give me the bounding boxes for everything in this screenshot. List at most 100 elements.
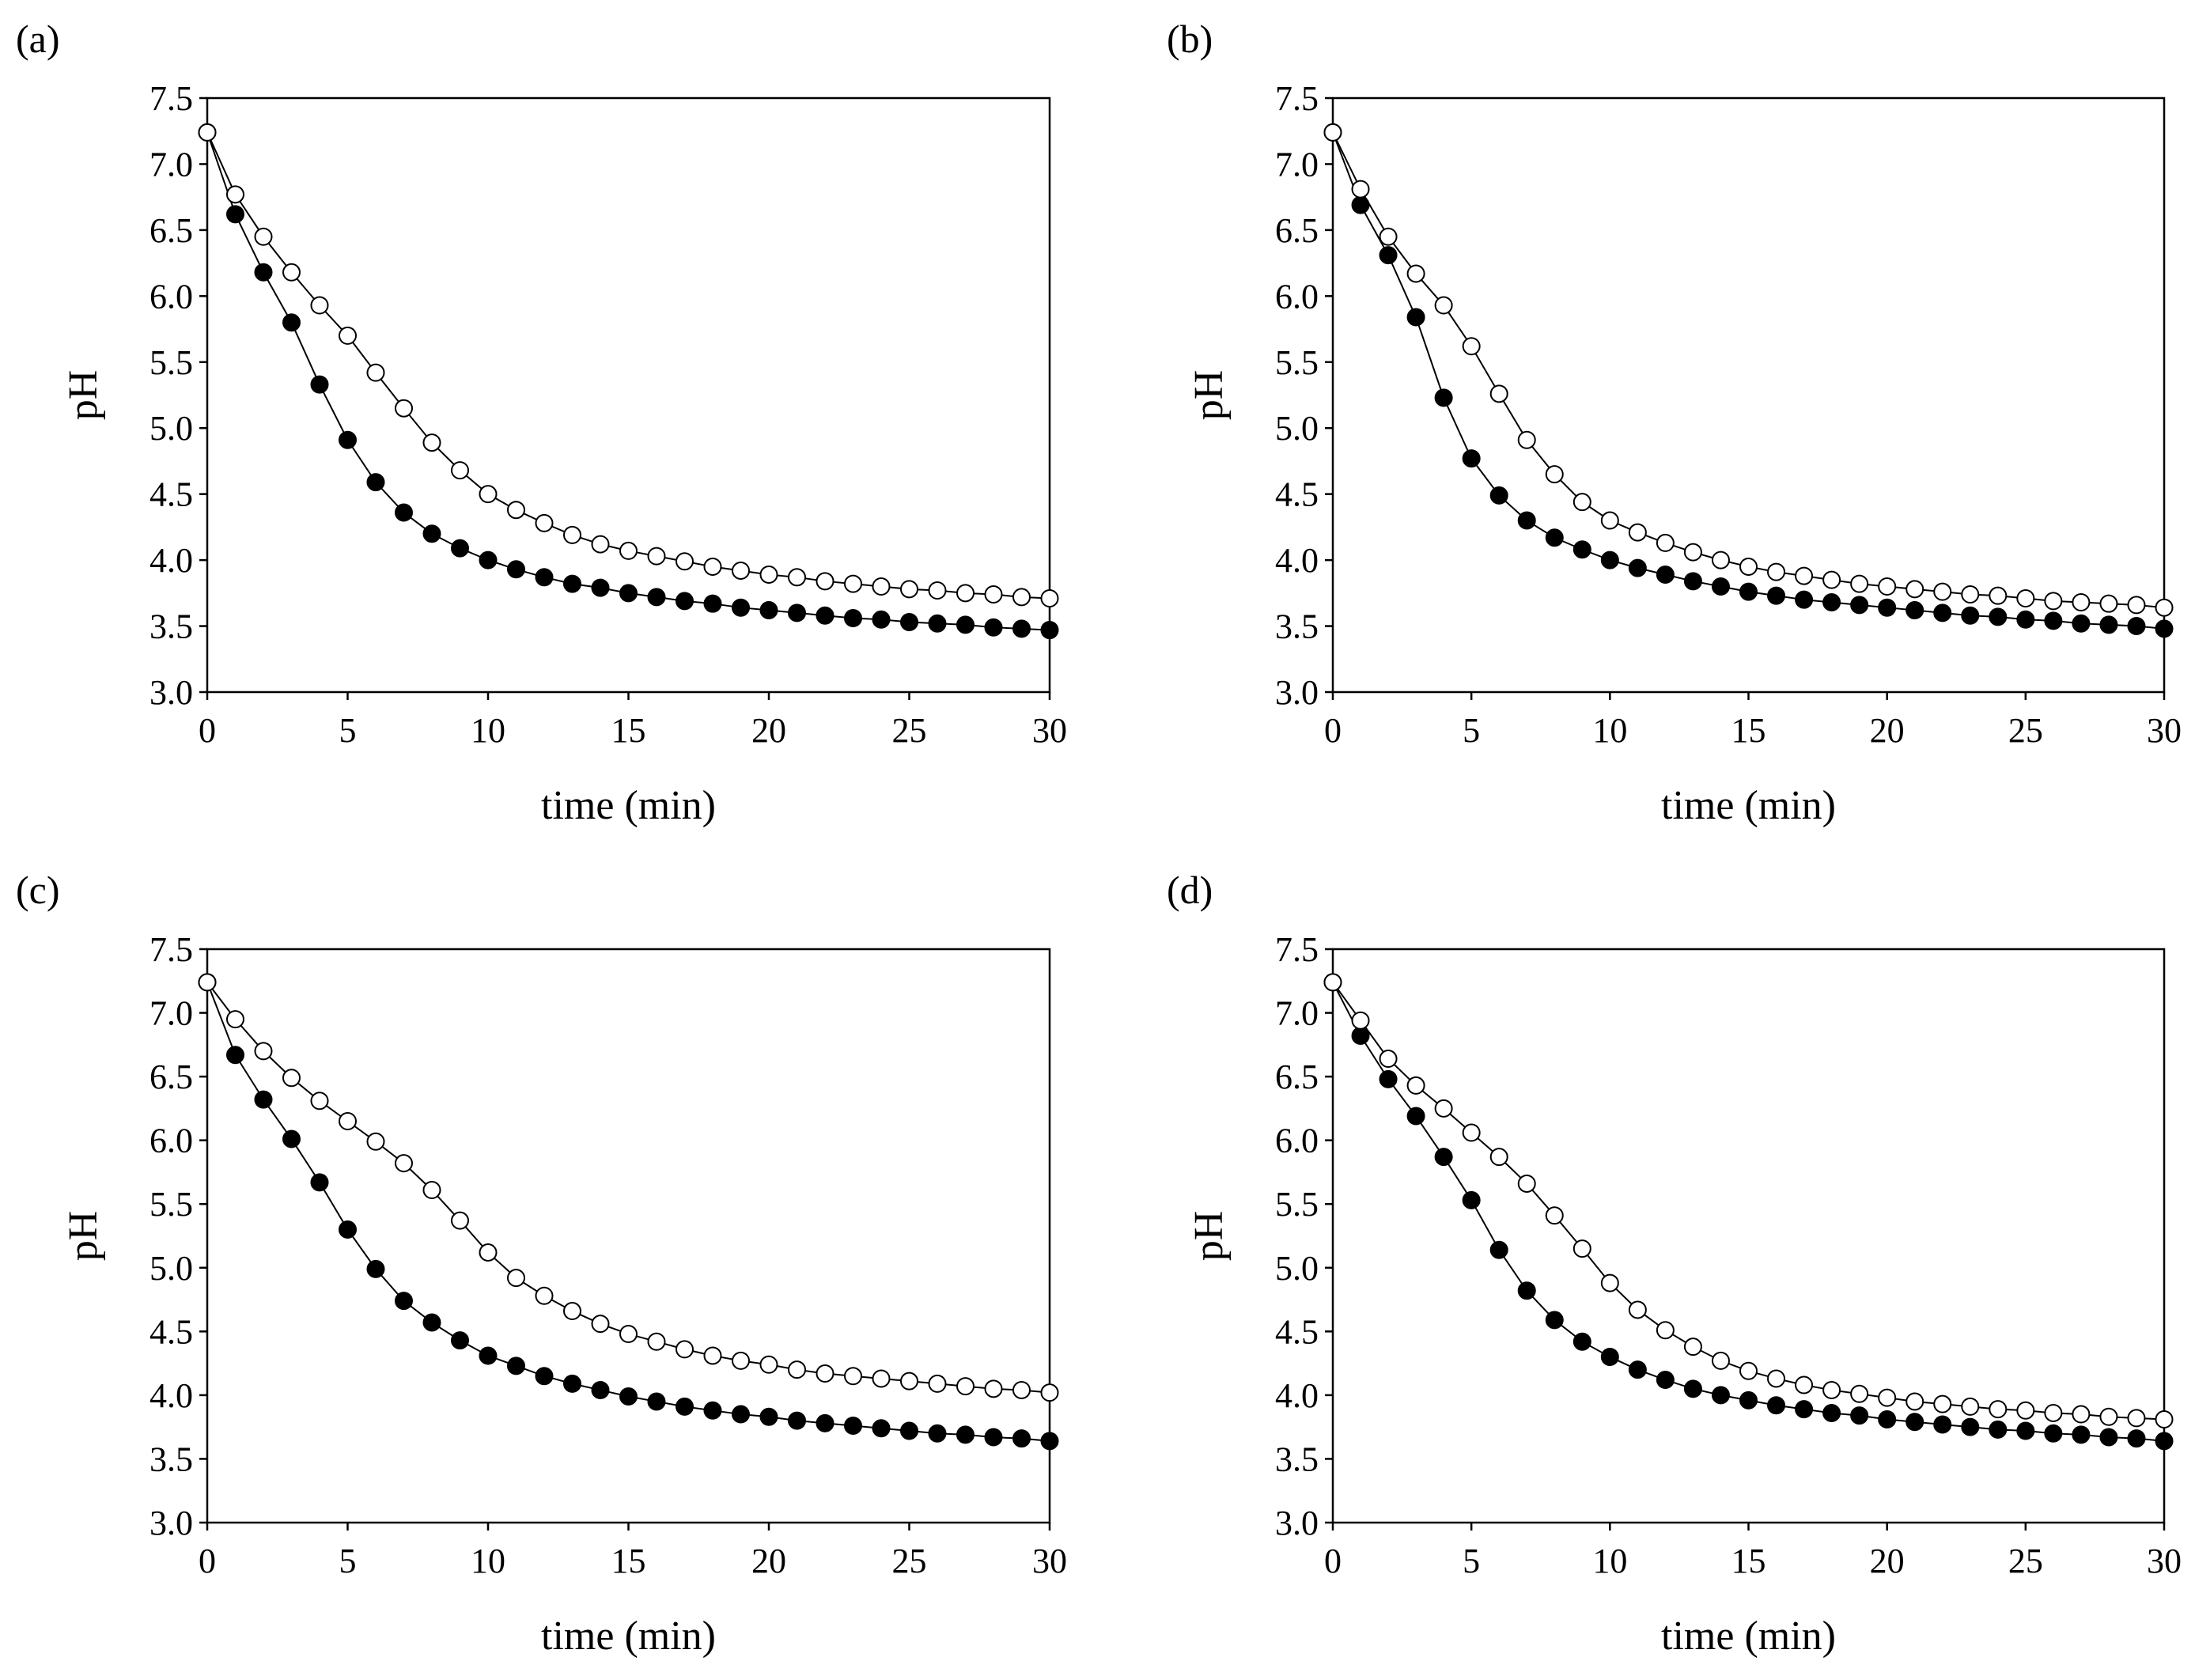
- data-point-open: [2072, 593, 2091, 612]
- data-point-open: [310, 1092, 329, 1111]
- data-point-filled: [1961, 1417, 1980, 1436]
- data-point-filled: [1878, 1410, 1897, 1428]
- data-point-filled: [2072, 1425, 2091, 1444]
- data-point-filled: [1905, 1413, 1924, 1432]
- data-point-open: [1683, 1338, 1702, 1356]
- y-tick-label: 7.5: [1275, 930, 1319, 969]
- data-point-filled: [1406, 1107, 1425, 1126]
- data-point-filled: [451, 539, 469, 558]
- data-point-open: [2127, 596, 2146, 615]
- data-point-open: [1739, 1361, 1758, 1380]
- chart-panel-4: (d) 3.0 3.5 4.0 4.5 5.0 5.5 6.0 6.5 7.0 7.5 0 5 10 15 2…: [1167, 868, 2182, 1659]
- y-tick-label: 4.5: [149, 1312, 193, 1351]
- data-point-filled: [703, 1401, 722, 1420]
- data-point-open: [339, 1112, 357, 1130]
- y-tick-label: 6.0: [1275, 1122, 1319, 1160]
- data-point-filled: [591, 578, 610, 597]
- data-point-filled: [2099, 615, 2118, 634]
- data-point-open: [1406, 1076, 1425, 1095]
- y-tick-label: 6.5: [149, 211, 193, 250]
- data-point-open: [563, 525, 581, 544]
- data-point-open: [1961, 1397, 1980, 1416]
- data-point-filled: [1600, 551, 1619, 569]
- data-point-open: [1933, 582, 1952, 601]
- data-point-open: [984, 585, 1003, 604]
- data-point-open: [1489, 1148, 1508, 1167]
- data-point-open: [1600, 511, 1619, 530]
- data-point-filled: [507, 560, 525, 579]
- data-point-filled: [928, 614, 947, 633]
- x-tick-label: 10: [1592, 1542, 1627, 1580]
- data-point-filled: [479, 551, 498, 569]
- data-point-filled: [759, 601, 778, 620]
- x-axis-title: time (min): [541, 1614, 716, 1659]
- x-tick-label: 15: [611, 711, 646, 750]
- data-point-filled: [647, 588, 666, 607]
- series-line-filled: [206, 982, 1050, 1442]
- data-point-filled: [1905, 601, 1924, 620]
- data-point-open: [703, 557, 722, 576]
- data-point-open: [1572, 493, 1591, 512]
- y-tick-label: 5.5: [149, 1185, 193, 1224]
- data-point-open: [1767, 562, 1786, 581]
- data-point-filled: [1012, 1429, 1031, 1448]
- data-point-filled: [2155, 1432, 2174, 1451]
- y-tick-label: 5.5: [1275, 343, 1319, 382]
- y-tick-label: 4.0: [1275, 1376, 1319, 1415]
- x-tick-label: 15: [1731, 711, 1766, 750]
- data-point-open: [1767, 1369, 1786, 1388]
- data-point-open: [1572, 1239, 1591, 1258]
- data-point-filled: [366, 1259, 385, 1278]
- data-point-open: [2099, 1407, 2118, 1426]
- data-point-filled: [872, 610, 891, 629]
- data-point-open: [1878, 577, 1897, 596]
- data-point-open: [535, 513, 554, 532]
- data-point-filled: [226, 205, 244, 224]
- data-point-open: [1711, 1351, 1730, 1370]
- y-tick-label: 6.0: [149, 1122, 193, 1160]
- x-tick-label: 10: [471, 1542, 505, 1580]
- data-point-open: [1961, 585, 1980, 604]
- series-open: [1323, 973, 2174, 1428]
- data-point-filled: [1489, 486, 1508, 505]
- data-point-filled: [900, 1421, 918, 1440]
- data-point-open: [900, 1372, 918, 1391]
- data-point-open: [507, 1269, 525, 1288]
- series-open: [198, 973, 1059, 1402]
- data-point-filled: [1545, 528, 1564, 547]
- data-point-filled: [1850, 1406, 1869, 1425]
- y-tick-label: 4.5: [149, 475, 193, 514]
- data-point-open: [1795, 1375, 1814, 1394]
- data-point-open: [1517, 430, 1536, 449]
- data-point-open: [788, 1360, 806, 1379]
- data-point-open: [1711, 551, 1730, 569]
- data-point-filled: [984, 1428, 1003, 1447]
- data-point-filled: [703, 594, 722, 613]
- data-point-open: [2155, 1410, 2174, 1428]
- y-tick-label: 7.0: [149, 994, 193, 1033]
- series-line-open: [206, 131, 1050, 600]
- data-point-open: [507, 501, 525, 520]
- x-tick-label: 25: [2008, 711, 2043, 750]
- data-point-filled: [254, 1090, 273, 1109]
- data-point-open: [1989, 586, 2008, 605]
- x-tick-label: 20: [1870, 1542, 1905, 1580]
- data-point-open: [928, 581, 947, 600]
- x-tick-label: 10: [1592, 711, 1627, 750]
- data-point-filled: [1711, 577, 1730, 596]
- data-point-filled: [2127, 617, 2146, 636]
- data-point-open: [1600, 1273, 1619, 1292]
- data-point-filled: [1406, 308, 1425, 327]
- data-point-open: [619, 1325, 638, 1344]
- data-point-filled: [1795, 590, 1814, 609]
- x-axis-title: time (min): [1661, 783, 1836, 828]
- data-point-filled: [1739, 1391, 1758, 1409]
- data-point-filled: [282, 1129, 301, 1148]
- data-point-open: [647, 547, 666, 566]
- data-point-filled: [619, 1387, 638, 1406]
- data-point-open: [956, 1377, 975, 1396]
- y-axis-title: pH: [61, 370, 106, 421]
- data-point-open: [703, 1346, 722, 1365]
- data-point-open: [1040, 589, 1059, 608]
- data-point-filled: [1656, 565, 1675, 584]
